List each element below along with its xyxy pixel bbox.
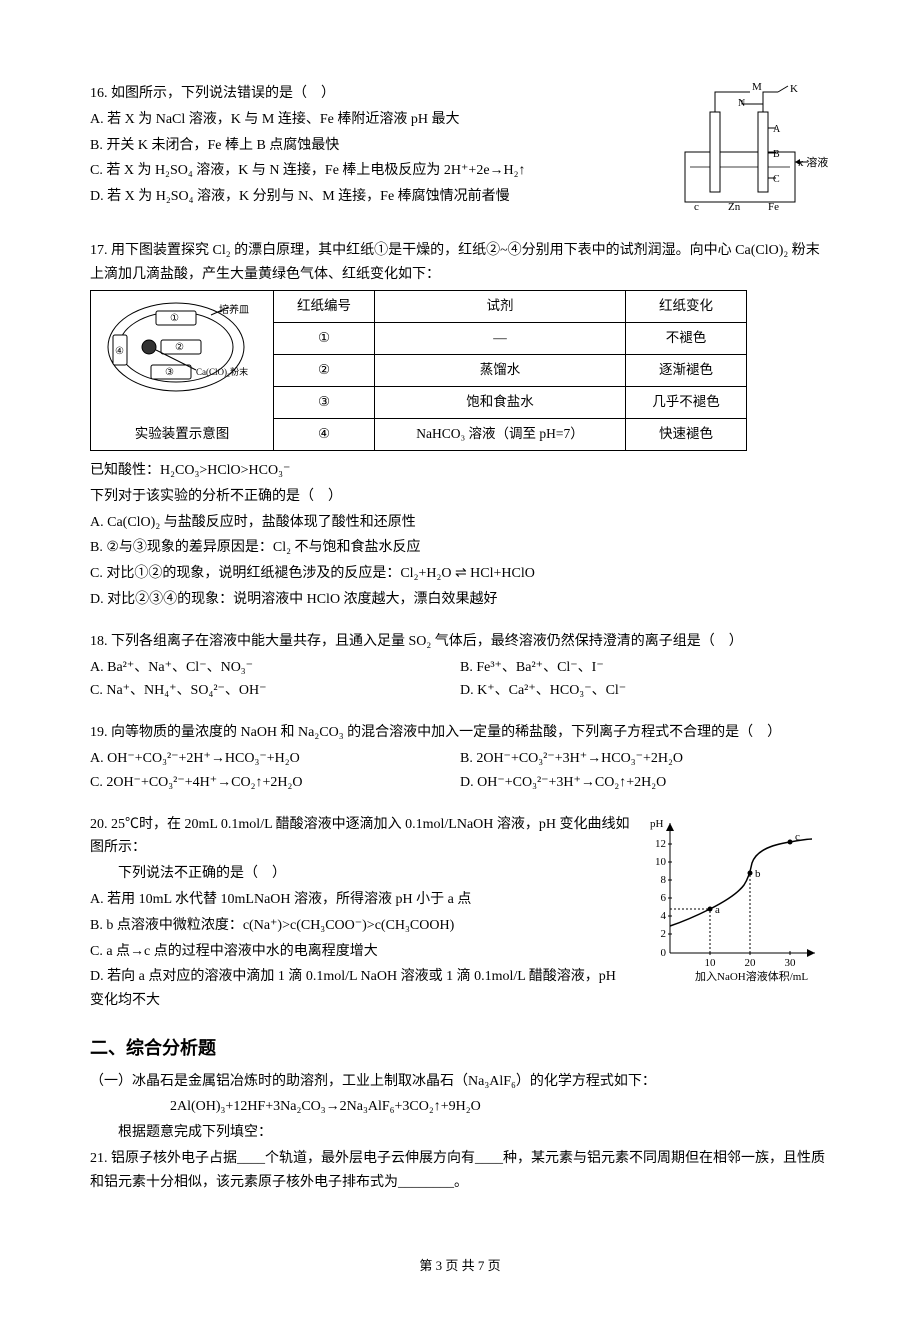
svg-text:20: 20 <box>745 957 757 969</box>
q19-opt-A: A. OH⁻+CO₃²⁻+2H⁺→HCO₃⁻+H₂O <box>90 747 460 771</box>
q17-table: ① ② ③ ④ 培养皿 Ca(ClO)₂粉末 实验装置示意图 <box>90 290 747 451</box>
q20-chart-figure: pH 0 2 4 6 8 10 12 10 20 30 <box>640 813 830 992</box>
lbl-Zn: Zn <box>728 201 741 212</box>
petri-dish-figure: ① ② ③ ④ 培养皿 Ca(ClO)₂粉末 <box>101 297 251 397</box>
q17-ask: 下列对于该实验的分析不正确的是（ ） <box>90 485 830 509</box>
svg-text:pH: pH <box>650 818 664 830</box>
svg-text:6: 6 <box>661 892 667 904</box>
svg-text:c: c <box>795 831 800 843</box>
q18-opt-C: C. Na⁺、NH₄⁺、SO₄²⁻、OH⁻ <box>90 679 460 703</box>
question-20: pH 0 2 4 6 8 10 12 10 20 30 <box>90 813 830 1015</box>
q19-opt-B: B. 2OH⁻+CO₃²⁻+3H⁺→HCO₃⁻+2H₂O <box>460 747 830 771</box>
q18-stem: 18. 下列各组离子在溶液中能大量共存，且通入足量 SO₂ 气体后，最终溶液仍然… <box>90 630 830 654</box>
svg-text:加入NaOH溶液体积/mL: 加入NaOH溶液体积/mL <box>695 969 808 983</box>
svg-text:2: 2 <box>661 928 667 940</box>
q17-opt-C: C. 对比①②的现象，说明红纸褪色涉及的反应是：Cl₂+H₂O ⇌ HCl+HC… <box>90 562 830 586</box>
svg-text:Ca(ClO)₂粉末: Ca(ClO)₂粉末 <box>196 366 248 377</box>
question-18: 18. 下列各组离子在溶液中能大量共存，且通入足量 SO₂ 气体后，最终溶液仍然… <box>90 630 830 703</box>
question-19: 19. 向等物质的量浓度的 NaOH 和 Na₂CO₃ 的混合溶液中加入一定量的… <box>90 721 830 794</box>
lbl-M: M <box>752 82 762 93</box>
q19-opt-C: C. 2OH⁻+CO₃²⁻+4H⁺→CO₂↑+2H₂O <box>90 771 460 795</box>
sec2-equation: 2Al(OH)₃+12HF+3Na₂CO₃→2Na₃AlF₆+3CO₂↑+9H₂… <box>90 1095 830 1119</box>
sec2-intro2: 根据题意完成下列填空： <box>90 1121 830 1145</box>
q19-stem: 19. 向等物质的量浓度的 NaOH 和 Na₂CO₃ 的混合溶液中加入一定量的… <box>90 721 830 745</box>
svg-text:4: 4 <box>661 910 667 922</box>
device-caption: 实验装置示意图 <box>91 423 273 446</box>
q17-opt-A: A. Ca(ClO)₂ 与盐酸反应时，盐酸体现了酸性和还原性 <box>90 511 830 535</box>
svg-text:b: b <box>755 868 761 880</box>
q18-opt-B: B. Fe³⁺、Ba²⁺、Cl⁻、I⁻ <box>460 656 830 680</box>
lbl-B: B <box>773 149 780 160</box>
lbl-K: K <box>790 83 798 95</box>
svg-text:④: ④ <box>115 346 124 357</box>
q18-opt-A: A. Ba²⁺、Na⁺、Cl⁻、NO₃⁻ <box>90 656 460 680</box>
q19-opt-D: D. OH⁻+CO₃²⁻+3H⁺→CO₂↑+2H₂O <box>460 771 830 795</box>
sec2-intro1: （一）冰晶石是金属铝冶炼时的助溶剂，工业上制取冰晶石（Na₃AlF₆）的化学方程… <box>90 1070 830 1094</box>
q17-opt-B: B. ②与③现象的差异原因是：Cl₂ 不与饱和食盐水反应 <box>90 536 830 560</box>
lbl-Fe: Fe <box>768 201 779 212</box>
q16-circuit-figure: M K N A B C c Zn Fe x 溶液 <box>680 82 830 221</box>
th-change: 红纸变化 <box>626 291 747 323</box>
circuit-svg: M K N A B C c Zn Fe x 溶液 <box>680 82 830 212</box>
svg-text:0: 0 <box>661 947 667 959</box>
question-16: M K N A B C c Zn Fe x 溶液 16. 如图所示，下列说法错误… <box>90 82 830 221</box>
section-2-title: 二、综合分析题 <box>90 1033 830 1064</box>
q17-given: 已知酸性：H₂CO₃>HClO>HCO₃⁻ <box>90 459 830 483</box>
ph-curve-chart: pH 0 2 4 6 8 10 12 10 20 30 <box>640 813 830 983</box>
svg-text:②: ② <box>175 342 184 353</box>
lbl-C: C <box>773 174 780 185</box>
q21-text: 21. 铝原子核外电子占据____个轨道，最外层电子云伸展方向有____种，某元… <box>90 1151 825 1190</box>
svg-text:30: 30 <box>785 957 797 969</box>
q18-opt-D: D. K⁺、Ca²⁺、HCO₃⁻、Cl⁻ <box>460 679 830 703</box>
th-reagent: 试剂 <box>375 291 626 323</box>
svg-text:10: 10 <box>655 856 667 868</box>
q17-opt-D: D. 对比②③④的现象：说明溶液中 HClO 浓度越大，漂白效果越好 <box>90 588 830 612</box>
svg-text:10: 10 <box>705 957 717 969</box>
svg-text:a: a <box>715 904 720 916</box>
q17-stem: 17. 用下图装置探究 Cl₂ 的漂白原理，其中红纸①是干燥的，红纸②~④分别用… <box>90 239 830 287</box>
svg-text:12: 12 <box>655 838 666 850</box>
svg-text:8: 8 <box>661 874 667 886</box>
th-paper-no: 红纸编号 <box>274 291 375 323</box>
q17-device-cell: ① ② ③ ④ 培养皿 Ca(ClO)₂粉末 实验装置示意图 <box>91 291 274 451</box>
svg-text:③: ③ <box>165 367 174 378</box>
q21-stem: 21. 铝原子核外电子占据____个轨道，最外层电子云伸展方向有____种，某元… <box>90 1147 830 1195</box>
svg-text:①: ① <box>170 313 179 324</box>
lbl-N: N <box>738 98 745 109</box>
lbl-c: c <box>694 201 699 212</box>
page-footer: 第 3 页 共 7 页 <box>90 1255 830 1277</box>
lbl-A: A <box>773 124 781 135</box>
question-17: 17. 用下图装置探究 Cl₂ 的漂白原理，其中红纸①是干燥的，红纸②~④分别用… <box>90 239 830 612</box>
